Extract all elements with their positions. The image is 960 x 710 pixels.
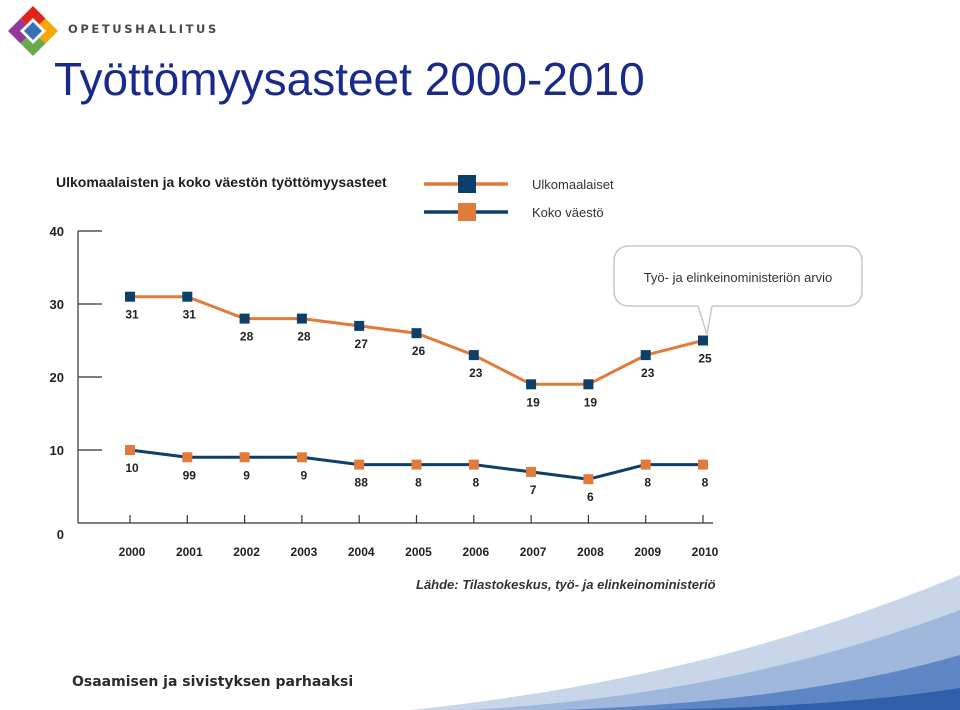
x-tick-label: 2000 — [119, 545, 146, 559]
y-tick-label: 30 — [50, 297, 64, 312]
data-point — [698, 335, 708, 346]
data-point — [296, 452, 307, 463]
data-label: 23 — [641, 366, 655, 380]
data-point — [640, 459, 651, 470]
decorative-waves — [410, 575, 960, 710]
data-point — [640, 350, 651, 361]
data-label: 31 — [183, 308, 197, 322]
data-point — [125, 445, 135, 455]
x-tick-label: 2007 — [520, 545, 547, 559]
data-label: 10 — [125, 461, 139, 475]
data-label: 8 — [472, 476, 479, 490]
data-label: 88 — [355, 476, 369, 490]
brand-name: OPETUSHALLITUS — [68, 22, 219, 36]
legend-marker — [458, 175, 476, 193]
data-label: 19 — [526, 395, 540, 409]
data-label: 23 — [469, 366, 483, 380]
x-tick-label: 2001 — [176, 545, 203, 559]
data-label: 19 — [584, 395, 598, 409]
data-label: 25 — [698, 352, 712, 366]
x-tick-label: 2005 — [405, 545, 432, 559]
callout-bubble — [613, 245, 863, 335]
data-point — [296, 313, 307, 324]
data-point — [411, 459, 422, 470]
data-point — [125, 291, 135, 302]
chart-title: Ulkomaalaisten ja koko väestön työttömyy… — [56, 174, 387, 190]
x-tick-label: 2009 — [634, 545, 661, 559]
data-point — [526, 466, 537, 477]
data-label: 8 — [702, 476, 709, 490]
unemployment-chart: Ulkomaalaisten ja koko väestön työttömyy… — [50, 174, 863, 592]
data-point — [468, 350, 479, 361]
legend-marker — [458, 203, 476, 221]
data-label: 9 — [243, 468, 250, 482]
data-point — [182, 452, 193, 463]
data-point — [526, 379, 537, 390]
data-point — [239, 313, 250, 324]
data-label: 28 — [240, 330, 254, 344]
data-point — [411, 328, 422, 339]
series-line — [130, 295, 704, 386]
legend-label: Ulkomaalaiset — [532, 177, 614, 192]
data-label: 26 — [412, 344, 426, 358]
data-point — [583, 474, 594, 485]
y-tick-label: 20 — [50, 370, 64, 385]
data-point — [468, 459, 479, 470]
callout-text: Työ- ja elinkeinoministeriön arvio — [644, 270, 833, 285]
x-tick-label: 2006 — [462, 545, 489, 559]
data-point — [698, 459, 708, 470]
opetushallitus-logo-icon — [8, 6, 58, 56]
x-tick-label: 2003 — [291, 545, 318, 559]
data-label: 31 — [125, 308, 139, 322]
y-tick-label: 10 — [50, 443, 64, 458]
chart-source: Lähde: Tilastokeskus, työ- ja elinkeinom… — [416, 577, 716, 592]
legend-label: Koko väestö — [532, 205, 604, 220]
x-tick-label: 2002 — [233, 545, 260, 559]
footer-tagline: Osaamisen ja sivistyksen parhaaksi — [72, 674, 354, 690]
data-point — [239, 452, 250, 463]
data-point — [182, 291, 193, 302]
data-label: 6 — [587, 490, 594, 504]
data-label: 8 — [415, 476, 422, 490]
data-label: 99 — [183, 468, 197, 482]
x-tick-label: 2008 — [577, 545, 604, 559]
data-label: 7 — [530, 483, 537, 497]
data-label: 28 — [297, 330, 311, 344]
data-point — [583, 379, 594, 390]
page-title: Työttömyysasteet 2000-2010 — [54, 53, 645, 105]
y-tick-label: 40 — [50, 224, 64, 239]
data-point — [354, 459, 365, 470]
data-point — [354, 320, 365, 331]
data-label: 27 — [355, 337, 369, 351]
y-tick-label: 0 — [57, 527, 64, 542]
data-label: 8 — [644, 476, 651, 490]
x-tick-label: 2010 — [692, 545, 719, 559]
data-label: 9 — [301, 468, 308, 482]
x-tick-label: 2004 — [348, 545, 375, 559]
